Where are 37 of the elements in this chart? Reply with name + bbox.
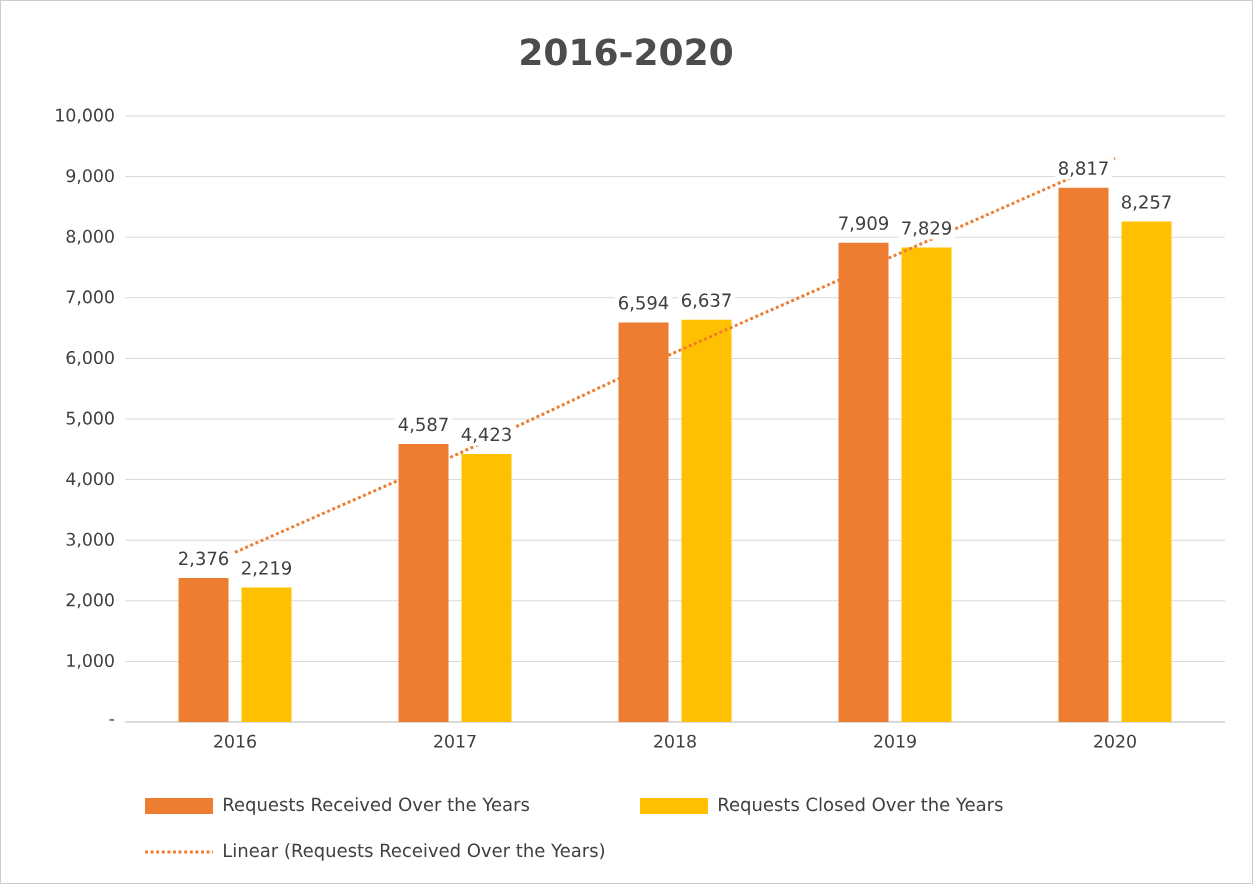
y-tick-label: 5,000 xyxy=(66,411,114,427)
legend-label: Linear (Requests Received Over the Years) xyxy=(224,843,605,861)
data-label: 8,817 xyxy=(1058,161,1108,177)
x-tick-label: 2018 xyxy=(654,734,696,748)
legend-label: Requests Closed Over the Years xyxy=(719,797,1003,815)
data-label: 4,423 xyxy=(461,427,511,444)
y-tick-label: 3,000 xyxy=(66,532,114,548)
x-tick-label: 2017 xyxy=(434,734,476,748)
data-label: 2,376 xyxy=(179,551,229,568)
data-label: 6,637 xyxy=(682,293,731,309)
x-tick-label: 2019 xyxy=(874,734,916,748)
legend-label: Requests Received Over the Years xyxy=(224,797,530,815)
bar xyxy=(1121,221,1172,722)
data-label: 7,909 xyxy=(839,216,888,232)
bar xyxy=(178,578,229,722)
bar xyxy=(461,453,512,722)
chart-title: 2016-2020 xyxy=(521,38,733,66)
data-label: 6,594 xyxy=(619,296,669,312)
y-tick-label: - xyxy=(109,719,115,721)
y-tick-label: 2,000 xyxy=(66,593,114,609)
data-label: 7,829 xyxy=(902,221,951,237)
bar xyxy=(901,247,952,722)
bar xyxy=(681,319,732,722)
y-tick-label: 1,000 xyxy=(67,653,114,669)
y-tick-label: 6,000 xyxy=(66,350,114,366)
x-tick-label: 2016 xyxy=(214,734,256,748)
x-tick-label: 2020 xyxy=(1094,734,1136,748)
y-tick-label: 4,000 xyxy=(66,472,114,488)
bar xyxy=(241,587,292,722)
bar xyxy=(1058,187,1109,722)
data-label: 8,257 xyxy=(1121,195,1171,211)
data-label: 2,219 xyxy=(242,561,291,577)
y-tick-label: 8,000 xyxy=(66,229,114,245)
y-tick-label: 9,000 xyxy=(66,169,114,185)
y-tick-label: 7,000 xyxy=(66,290,114,306)
data-label: 4,587 xyxy=(398,417,448,434)
y-tick-label: 10,000 xyxy=(56,108,114,124)
